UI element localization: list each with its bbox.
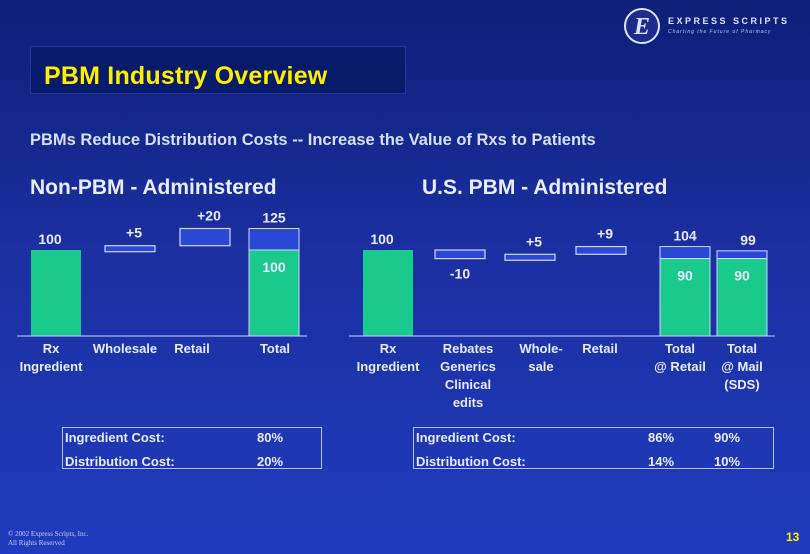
chart1-category-label-3-0: Retail	[582, 341, 617, 356]
chart0-category-label-0-0: Rx	[43, 341, 60, 356]
chart1-bar-4-label: 104	[673, 228, 697, 244]
chart0-bar-2-label: +20	[197, 208, 221, 224]
chart0-bar-3-label: 125	[262, 210, 286, 226]
chart1-category-label-1-0: Rebates	[443, 341, 494, 356]
distribution-cost-label: Distribution Cost:	[65, 454, 175, 469]
chart1-bar-4-ingredient	[659, 258, 711, 337]
copyright-line-2: All Rights Reserved	[8, 539, 65, 547]
slide-title: PBM Industry Overview	[44, 62, 328, 90]
chart1-bar-5-ingredient-label: 90	[734, 268, 750, 284]
chart1-bar-5-label: 99	[740, 232, 756, 248]
chart1-bar-2-label: +5	[526, 233, 542, 249]
logo-tagline: Charting the Future of Pharmacy	[668, 29, 772, 35]
chart1-category-label-0-0: Rx	[380, 341, 397, 356]
chart0-bar-3-distribution	[248, 228, 300, 251]
ingredient-cost-label: Ingredient Cost:	[416, 430, 516, 445]
cost-table-us-pbm: Ingredient Cost: 86% 90% Distribution Co…	[413, 427, 774, 469]
chart1-category-label-5-0: Total	[727, 341, 757, 356]
chart1-bar-5-ingredient	[716, 258, 768, 337]
chart0-bar-3-ingredient-label: 100	[262, 259, 286, 275]
ingredient-cost-retail-value: 86%	[648, 430, 675, 445]
chart0-bar-1-label: +5	[126, 225, 142, 241]
distribution-cost-label: Distribution Cost:	[416, 454, 526, 469]
chart-title-us-pbm: U.S. PBM - Administered	[422, 176, 668, 199]
chart0-category-label-3-0: Total	[260, 341, 290, 356]
chart1-bar-0-label: 100	[370, 231, 394, 247]
distribution-cost-mail-value: 10%	[714, 454, 741, 469]
chart1-bar-3	[575, 245, 627, 255]
chart1-bar-2	[504, 253, 556, 261]
chart1-category-label-1-1: Generics	[440, 359, 496, 374]
chart0-category-label-2-0: Retail	[174, 341, 209, 356]
title-box	[30, 46, 406, 94]
slide-subtitle: PBMs Reduce Distribution Costs -- Increa…	[30, 131, 596, 149]
chart1-category-label-2-1: sale	[528, 359, 553, 374]
page-number: 13	[786, 530, 800, 544]
chart1-bar-4-ingredient-label: 90	[677, 268, 693, 284]
chart1-bar-3-label: +9	[597, 226, 613, 242]
chart1-category-label-0-1: Ingredient	[357, 359, 421, 374]
chart1-category-label-1-2: Clinical	[445, 377, 491, 392]
chart1-category-label-5-1: @ Mail	[721, 359, 763, 374]
chart1-bar-1-label: -10	[450, 266, 470, 282]
chart1-category-label-4-0: Total	[665, 341, 695, 356]
chart-title-non-pbm: Non-PBM - Administered	[30, 176, 277, 199]
svg-text:E: E	[633, 14, 650, 40]
logo-name: EXPRESS SCRIPTS	[668, 16, 790, 26]
copyright-line-1: © 2002 Express Scripts, Inc.	[8, 530, 89, 538]
chart0-category-label-1-0: Wholesale	[93, 341, 157, 356]
chart1-category-label-2-0: Whole-	[519, 341, 562, 356]
cost-table-non-pbm: Ingredient Cost: 80% Distribution Cost: …	[62, 427, 322, 469]
ingredient-cost-label: Ingredient Cost:	[65, 430, 165, 445]
chart1-bar-4-distribution	[659, 246, 711, 260]
chart1-category-label-4-1: @ Retail	[654, 359, 706, 374]
distribution-cost-retail-value: 14%	[648, 454, 675, 469]
ingredient-cost-value: 80%	[257, 430, 284, 445]
chart1-bar-0	[363, 250, 413, 336]
chart0-bar-0-label: 100	[38, 231, 62, 247]
express-scripts-e-logo-icon: E	[624, 8, 660, 44]
distribution-cost-value: 20%	[257, 454, 284, 469]
chart1-bar-1	[434, 249, 486, 260]
chart0-category-label-0-1: Ingredient	[20, 359, 84, 374]
ingredient-cost-mail-value: 90%	[714, 430, 741, 445]
chart1-category-label-5-2: (SDS)	[724, 377, 759, 392]
copyright-notice: © 2002 Express Scripts, Inc. All Rights …	[8, 530, 88, 548]
chart0-bar-1	[104, 245, 156, 253]
chart0-bar-0	[31, 250, 81, 336]
chart0-bar-2	[179, 227, 231, 247]
chart1-bar-5-distribution	[716, 250, 768, 260]
chart1-category-label-1-3: edits	[453, 395, 483, 410]
